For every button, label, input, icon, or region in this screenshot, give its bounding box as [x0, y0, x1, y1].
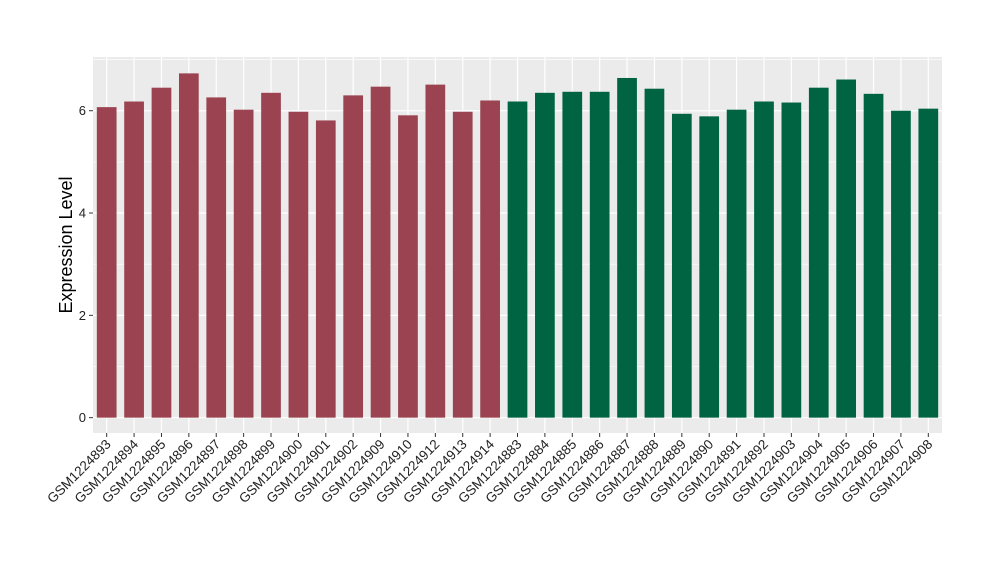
bar — [315, 120, 336, 418]
y-axis: 0 2 4 6 — [79, 103, 93, 425]
y-tick-label: 0 — [79, 410, 86, 425]
bars — [96, 73, 939, 418]
bar — [918, 108, 939, 418]
bar — [589, 91, 610, 418]
bar — [671, 113, 692, 418]
bar — [480, 100, 500, 418]
bar — [398, 115, 418, 418]
bar — [233, 109, 254, 418]
bar — [343, 95, 364, 418]
bar — [96, 107, 117, 418]
bar — [151, 87, 172, 418]
bar — [863, 93, 884, 418]
bar — [562, 91, 583, 418]
bar — [261, 92, 281, 418]
bar — [891, 110, 911, 418]
bar — [699, 116, 720, 418]
y-tick-label: 2 — [79, 308, 86, 323]
bar — [535, 92, 555, 418]
bar — [206, 97, 227, 418]
y-tick-label: 6 — [79, 103, 86, 118]
bar — [726, 109, 747, 418]
bar — [836, 79, 857, 418]
y-tick-label: 4 — [79, 206, 86, 221]
bar — [507, 101, 528, 418]
bar — [452, 111, 473, 418]
bar — [644, 88, 665, 418]
bar — [617, 77, 637, 418]
bar — [781, 102, 802, 418]
bar — [124, 101, 144, 418]
bar — [808, 87, 829, 418]
y-axis-title: Expression Level — [56, 176, 76, 313]
x-axis: GSM1224893GSM1224894GSM1224895GSM1224896… — [44, 433, 935, 506]
bar — [425, 84, 446, 418]
bar — [288, 111, 309, 418]
bar — [754, 101, 774, 418]
bar — [370, 86, 391, 418]
bar — [178, 73, 199, 418]
